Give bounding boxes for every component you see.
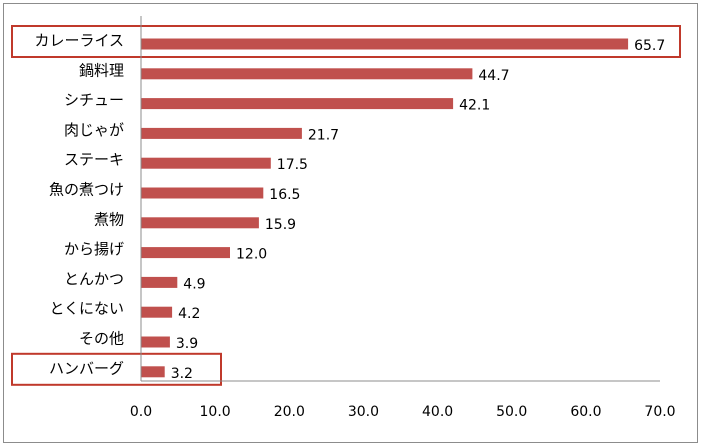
x-tick-label-2: 10.0 <box>200 404 231 420</box>
bar-8 <box>141 247 230 259</box>
bars-group <box>141 38 629 378</box>
category-label-1: カレーライス <box>34 32 124 50</box>
value-label-5: 17.5 <box>277 157 308 173</box>
category-labels: カレーライス鍋料理シチュー肉じゃがステーキ魚の煮つけ煮物から揚げとんかつとくにな… <box>34 32 124 378</box>
bar-4 <box>141 127 302 139</box>
value-label-11: 3.9 <box>176 336 198 352</box>
value-label-12: 3.2 <box>171 366 193 382</box>
value-label-7: 15.9 <box>265 217 296 233</box>
x-tick-labels: 0.0 10.0 20.0 30.0 40.0 50.0 60.0 70.0 <box>130 404 676 420</box>
bar-9 <box>141 276 178 288</box>
value-label-6: 16.5 <box>269 187 300 203</box>
x-tick-label-6: 50.0 <box>496 404 527 420</box>
category-label-5: ステーキ <box>64 151 124 169</box>
value-label-10: 4.2 <box>178 306 200 322</box>
category-label-12: ハンバーグ <box>49 359 124 377</box>
bar-1 <box>141 38 629 50</box>
x-tick-label-7: 60.0 <box>570 404 601 420</box>
category-label-9: とんかつ <box>64 270 124 288</box>
value-label-8: 12.0 <box>236 247 267 263</box>
x-tick-label-1: 0.0 <box>130 404 152 420</box>
category-label-4: 肉じゃが <box>64 121 124 139</box>
bar-7 <box>141 217 259 229</box>
bar-10 <box>141 306 173 318</box>
bar-11 <box>141 336 170 348</box>
bar-3 <box>141 98 454 110</box>
value-labels: 65.7 44.7 42.1 21.717.5 16.5 15.9 12.0 4.9 4.2 3.… <box>171 38 666 382</box>
x-tick-label-8: 70.0 <box>644 404 675 420</box>
highlight-box-1 <box>11 25 681 58</box>
category-label-10: とくにない <box>49 300 124 318</box>
category-label-2: 鍋料理 <box>79 61 124 79</box>
value-label-9: 4.9 <box>183 276 205 292</box>
value-label-1: 65.7 <box>634 38 665 54</box>
bar-5 <box>141 157 271 169</box>
highlight-box-12 <box>11 352 222 386</box>
category-label-7: 煮物 <box>94 210 124 228</box>
value-label-2: 44.7 <box>478 68 509 84</box>
category-label-11: その他 <box>79 330 124 348</box>
bar-12 <box>141 366 165 378</box>
x-tick-label-5: 40.0 <box>422 404 453 420</box>
value-label-3: 42.1 <box>459 98 490 114</box>
value-label-4: 21.7 <box>308 127 339 143</box>
highlight-boxes <box>11 25 681 386</box>
bar-6 <box>141 187 264 199</box>
bar-2 <box>141 68 473 80</box>
x-tick-label-4: 30.0 <box>348 404 379 420</box>
x-tick-label-3: 20.0 <box>274 404 305 420</box>
category-label-8: から揚げ <box>64 240 124 258</box>
category-label-6: 魚の煮つけ <box>49 181 124 199</box>
category-label-3: シチュー <box>64 91 124 109</box>
